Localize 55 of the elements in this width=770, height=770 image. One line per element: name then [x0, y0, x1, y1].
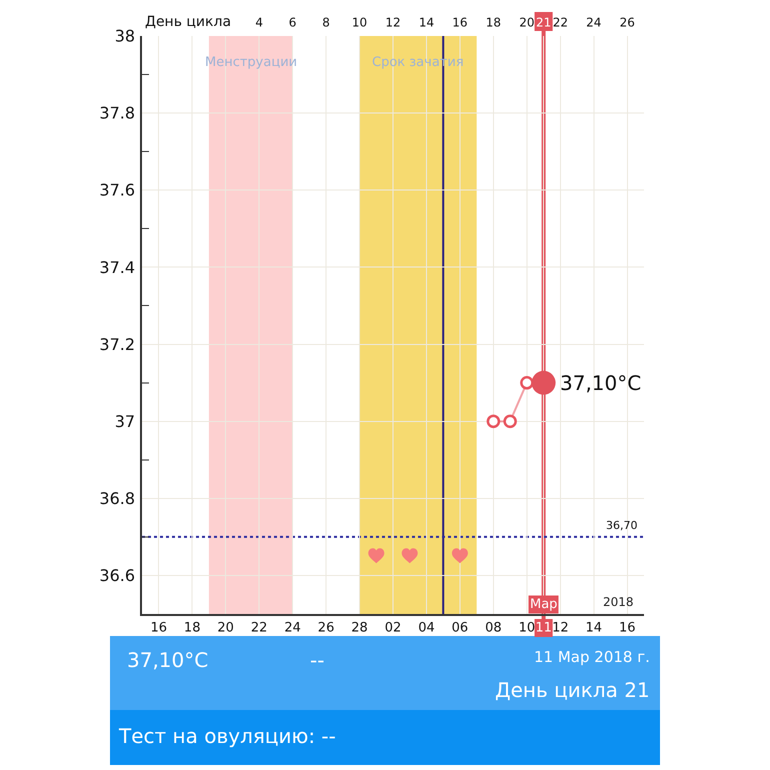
x2-tick-label: 6	[288, 16, 296, 30]
x2-tick-label: 22	[552, 16, 568, 30]
x-tick-label: 11	[535, 620, 552, 636]
text: 37,10°C	[127, 648, 208, 672]
x-tick-label: 28	[351, 620, 368, 636]
text: --	[310, 648, 324, 672]
x2-tick-label: 10	[352, 16, 368, 30]
ref-line-label: Мар	[530, 597, 558, 612]
y-tick-label: 37	[114, 412, 136, 431]
point	[402, 548, 418, 564]
y-tick-label: 36.8	[99, 489, 136, 508]
text: Тест на овуляцию: --	[118, 724, 336, 748]
point	[520, 376, 534, 390]
x-tick-label: 16	[618, 620, 636, 636]
x-tick-label: 22	[250, 620, 268, 636]
band-label: Менструации	[205, 55, 298, 70]
x-tick-label: 06	[452, 620, 468, 636]
x2-tick-label: 20	[519, 16, 535, 30]
point	[503, 414, 517, 428]
x-tick-label: 24	[284, 620, 301, 636]
x-tick-label: 14	[586, 620, 602, 636]
x2-axis-title: День цикла	[145, 14, 232, 30]
x-tick-label: 10	[518, 620, 536, 636]
y-tick-label: 37.8	[99, 104, 136, 123]
x-tick-label: 26	[318, 620, 334, 636]
x2-tick-label: 14	[418, 16, 434, 30]
y-tick-label: 36.6	[99, 566, 136, 586]
x2-tick-label: 18	[486, 16, 502, 30]
point	[368, 548, 384, 564]
text: 11 Мар 2018 г.	[534, 648, 650, 666]
ref-line-label: 36,70	[606, 519, 638, 532]
x2-tick-label: 21	[536, 16, 552, 30]
x-tick-label: 12	[552, 620, 569, 636]
y-tick-label: 37.4	[99, 258, 136, 277]
annotation: 2018	[603, 595, 634, 609]
x-tick-label: 20	[217, 620, 234, 636]
x2-tick-label: 8	[322, 16, 330, 30]
point	[452, 548, 468, 564]
y-tick-label: 37.6	[99, 180, 136, 200]
x2-tick-label: 24	[586, 16, 602, 30]
x2-tick-label: 16	[452, 16, 468, 30]
x-tick-label: 08	[485, 620, 502, 636]
point	[532, 370, 556, 395]
x-tick-label: 04	[418, 620, 435, 636]
text: День цикла 21	[495, 678, 650, 702]
y-tick-label: 37.2	[99, 334, 136, 354]
x2-tick-label: 4	[255, 16, 263, 30]
x-tick-label: 16	[150, 620, 168, 636]
x-tick-label: 18	[184, 620, 200, 636]
y-tick-label: 38	[114, 26, 136, 46]
point	[486, 414, 500, 428]
x2-tick-label: 12	[385, 16, 401, 30]
x-tick-label: 02	[384, 620, 402, 636]
annotation: 37,10°C	[560, 371, 642, 395]
x2-tick-label: 26	[620, 16, 635, 30]
